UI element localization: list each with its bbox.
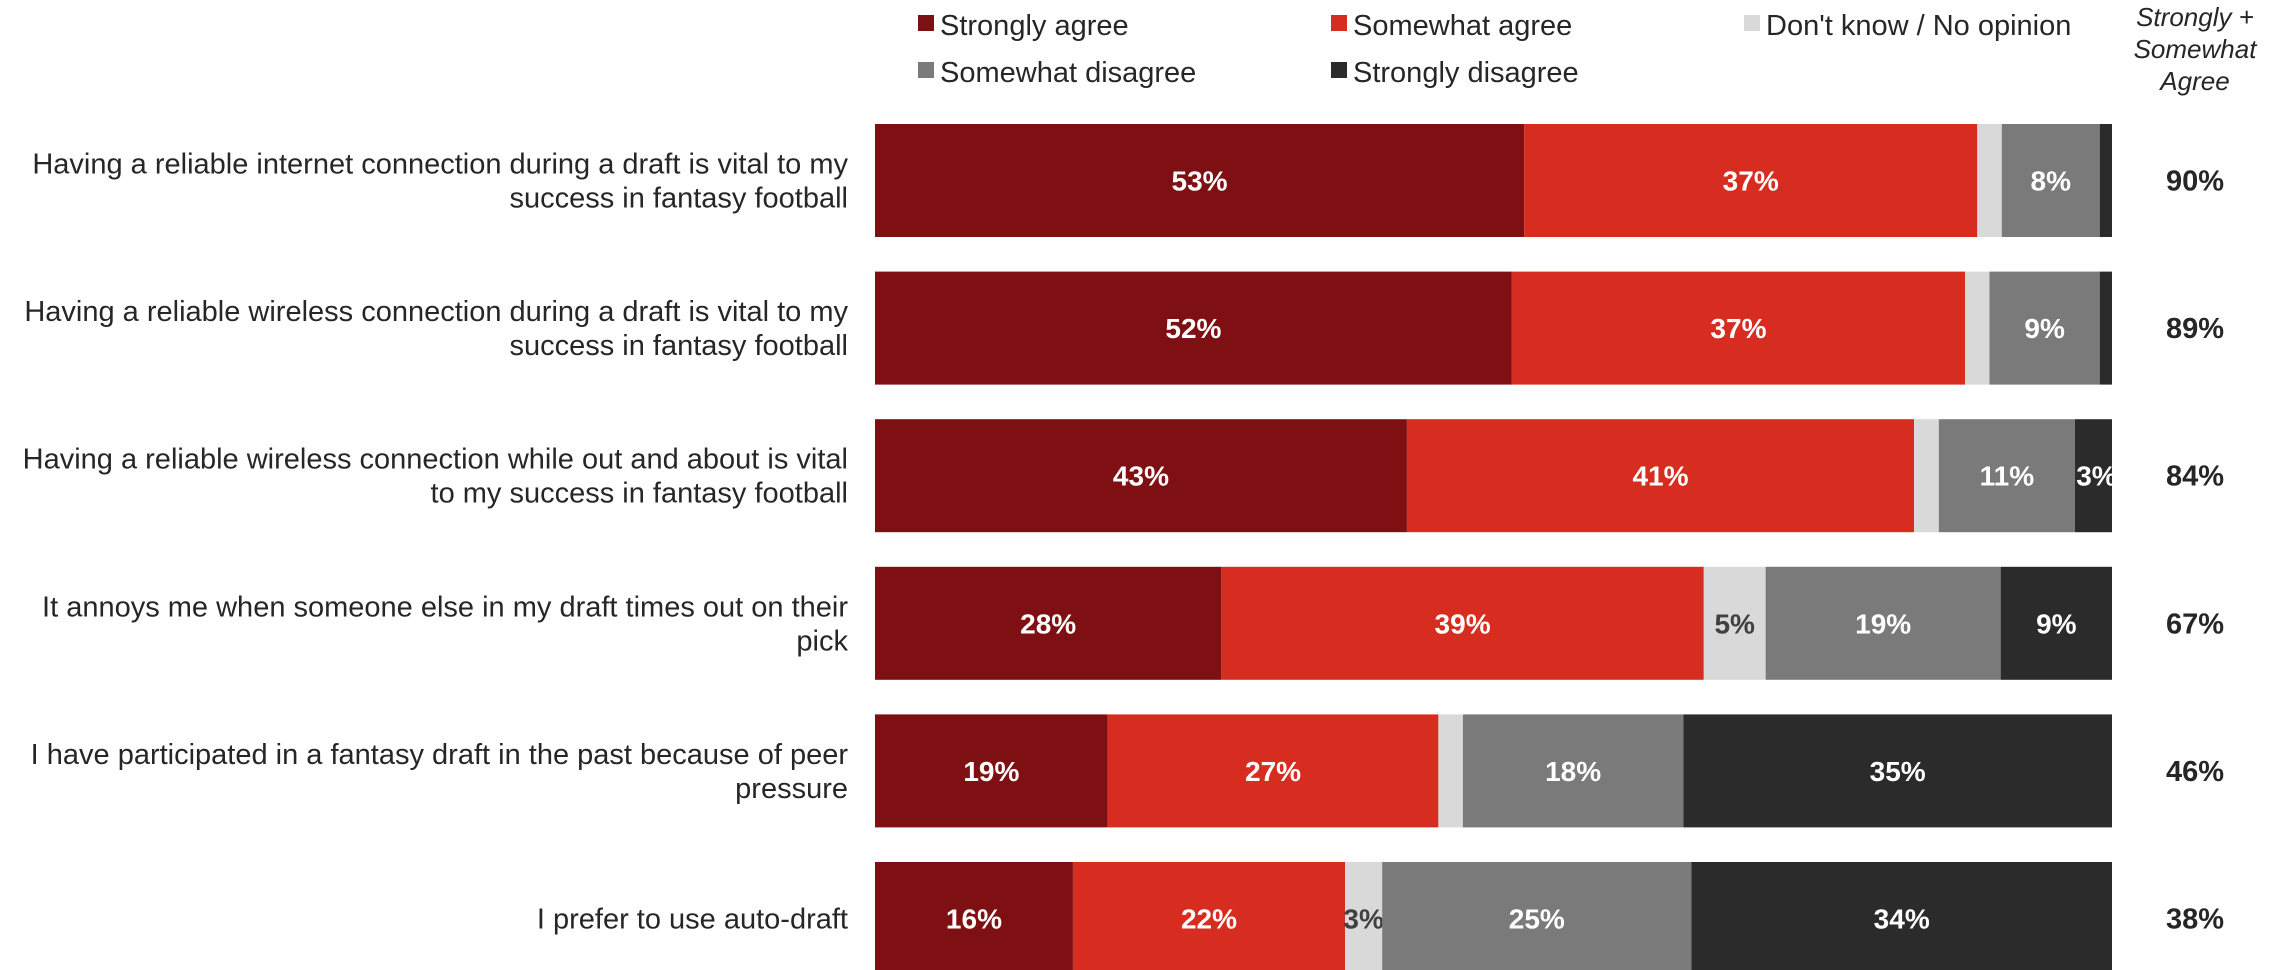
data-label-r1-s1: 37% bbox=[1710, 313, 1766, 344]
legend-swatch-2 bbox=[1744, 15, 1760, 31]
category-label-5: I prefer to use auto-draft bbox=[537, 904, 848, 936]
data-label-r2-s4: 3% bbox=[2076, 461, 2117, 492]
data-label-r4-s1: 27% bbox=[1245, 756, 1301, 787]
legend-swatch-3 bbox=[918, 62, 934, 78]
legend-label-2: Don't know / No opinion bbox=[1766, 10, 2071, 42]
bar-segment-r1-s1 bbox=[1511, 271, 1966, 385]
bar-segment-r3-s4 bbox=[2000, 566, 2112, 680]
bar-segment-r0-s4 bbox=[2099, 124, 2112, 237]
total-value-0: 90% bbox=[2166, 166, 2224, 198]
data-label-r4-s4: 35% bbox=[1870, 756, 1926, 787]
totals-header-line-2: Agree bbox=[2158, 66, 2229, 96]
category-label-4: I have participated in a fantasy draft i… bbox=[31, 739, 849, 805]
data-label-r4-s0: 19% bbox=[963, 756, 1019, 787]
category-label-0: Having a reliable internet connection du… bbox=[32, 149, 848, 215]
total-value-5: 38% bbox=[2166, 904, 2224, 936]
data-label-r3-s3: 19% bbox=[1855, 608, 1911, 639]
bar-segment-r3-s0 bbox=[875, 566, 1222, 680]
bar-segment-r2-s0 bbox=[875, 419, 1407, 533]
bar-segment-r2-s3 bbox=[1938, 419, 2075, 533]
legend-swatch-4 bbox=[1331, 62, 1347, 78]
bar-segment-r1-s2 bbox=[1965, 271, 1990, 385]
data-label-r0-s1: 37% bbox=[1723, 166, 1779, 197]
bar-segment-r4-s2 bbox=[1438, 714, 1463, 828]
total-value-4: 46% bbox=[2166, 756, 2224, 788]
data-label-r2-s3: 11% bbox=[1980, 461, 2035, 492]
bar-segment-r4-s3 bbox=[1462, 714, 1684, 828]
data-label-r1-s3: 9% bbox=[2024, 313, 2065, 344]
category-label-2: Having a reliable wireless connection wh… bbox=[23, 444, 848, 510]
totals-header-line-1: Somewhat bbox=[2134, 34, 2259, 64]
data-label-r0-s0: 53% bbox=[1172, 166, 1228, 197]
category-label-3: It annoys me when someone else in my dra… bbox=[42, 591, 848, 657]
data-label-r5-s3: 25% bbox=[1509, 904, 1565, 935]
bar-segment-r4-s4 bbox=[1683, 714, 2112, 828]
bar-segment-r0-s0 bbox=[875, 124, 1525, 237]
data-label-r3-s2: 5% bbox=[1714, 608, 1755, 639]
bar-segment-r5-s0 bbox=[875, 862, 1073, 970]
totals-header-line-0: Strongly + bbox=[2136, 2, 2254, 32]
bar-segment-r5-s1 bbox=[1072, 862, 1346, 970]
data-label-r4-s3: 18% bbox=[1545, 756, 1601, 787]
data-label-r5-s4: 34% bbox=[1874, 904, 1930, 935]
bar-segment-r3-s3 bbox=[1765, 566, 2001, 680]
bar-segment-r3-s1 bbox=[1221, 566, 1704, 680]
data-label-r3-s4: 9% bbox=[2036, 608, 2077, 639]
data-label-r2-s0: 43% bbox=[1113, 461, 1169, 492]
category-label-1: Having a reliable wireless connection du… bbox=[24, 296, 848, 362]
data-label-r5-s0: 16% bbox=[946, 904, 1002, 935]
legend-label-3: Somewhat disagree bbox=[940, 57, 1196, 89]
data-label-r0-s3: 8% bbox=[2031, 166, 2072, 197]
bar-segment-r4-s1 bbox=[1107, 714, 1439, 828]
total-value-1: 89% bbox=[2166, 313, 2224, 345]
data-label-r5-s2: 3% bbox=[1343, 904, 1384, 935]
total-value-3: 67% bbox=[2166, 608, 2224, 640]
total-value-2: 84% bbox=[2166, 461, 2224, 493]
bar-segment-r0-s2 bbox=[1977, 124, 2002, 237]
legend-label-4: Strongly disagree bbox=[1353, 57, 1579, 89]
bar-segment-r2-s4 bbox=[2074, 419, 2112, 533]
bar-segment-r4-s0 bbox=[875, 714, 1108, 828]
bar-segment-r1-s3 bbox=[1989, 271, 2100, 385]
legend-label-1: Somewhat agree bbox=[1353, 10, 1572, 42]
data-label-r1-s0: 52% bbox=[1165, 313, 1221, 344]
legend-swatch-0 bbox=[918, 15, 934, 31]
data-label-r3-s1: 39% bbox=[1435, 608, 1491, 639]
data-label-r5-s1: 22% bbox=[1181, 904, 1237, 935]
data-label-r3-s0: 28% bbox=[1020, 608, 1076, 639]
legend-label-0: Strongly agree bbox=[940, 10, 1129, 42]
bar-segment-r0-s1 bbox=[1524, 124, 1978, 237]
data-label-r2-s1: 41% bbox=[1632, 461, 1688, 492]
bar-segment-r2-s2 bbox=[1914, 419, 1939, 533]
bar-segment-r5-s4 bbox=[1691, 862, 2112, 970]
bar-segment-r5-s3 bbox=[1382, 862, 1692, 970]
bar-segment-r1-s0 bbox=[875, 271, 1512, 385]
bar-segment-r3-s2 bbox=[1703, 566, 1766, 680]
bar-segment-r5-s2 bbox=[1345, 862, 1383, 970]
bar-segment-r2-s1 bbox=[1406, 419, 1915, 533]
bar-segment-r1-s4 bbox=[2099, 271, 2112, 385]
bar-segment-r0-s3 bbox=[2001, 124, 2100, 237]
legend-swatch-1 bbox=[1331, 15, 1347, 31]
